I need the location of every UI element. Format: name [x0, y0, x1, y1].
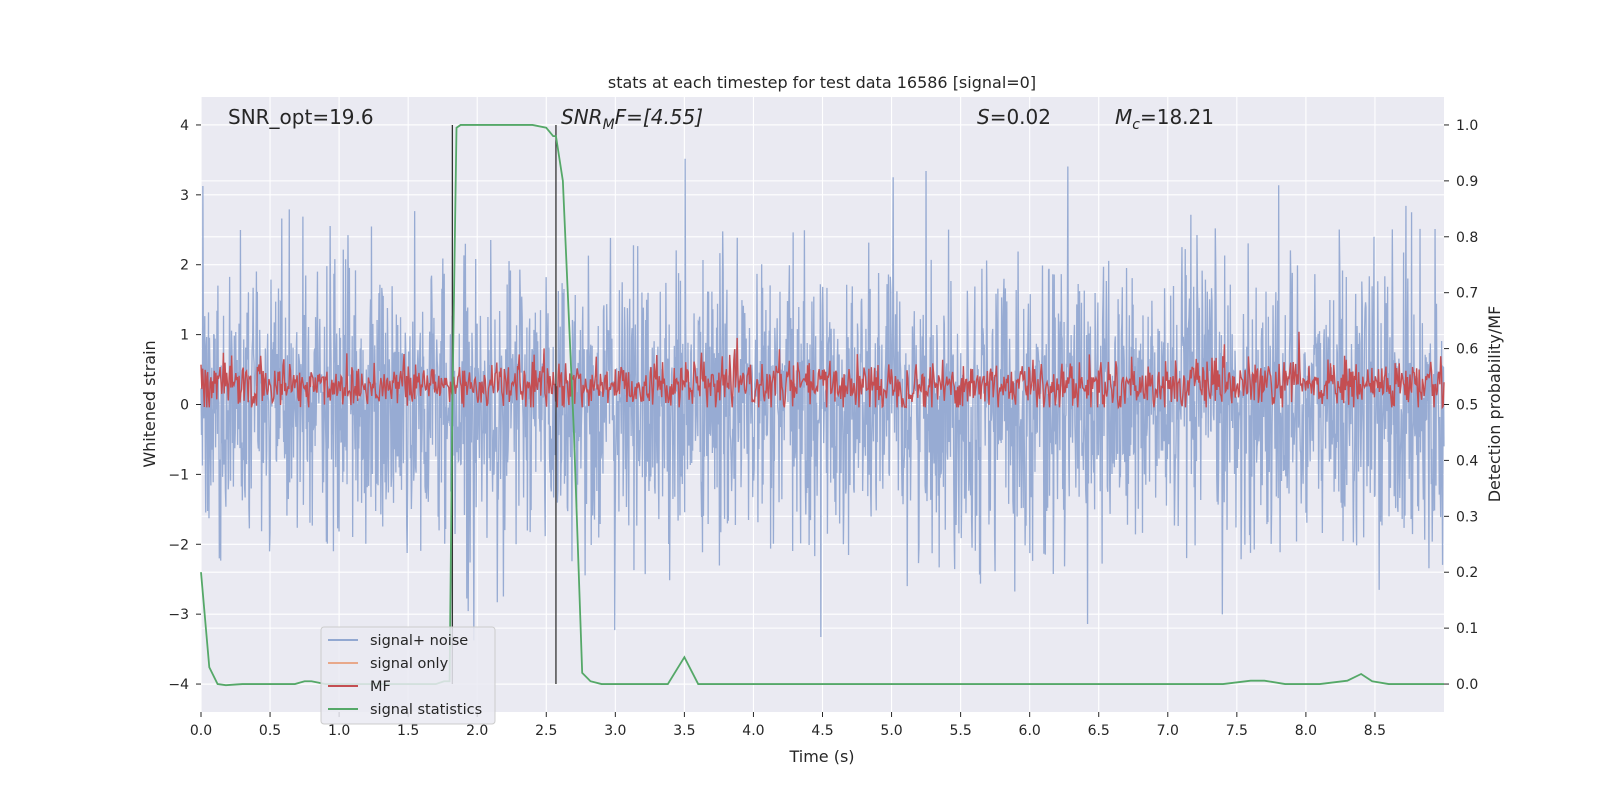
line-signal-statistics — [200, 124, 1444, 687]
x-tick-label: 2.5 — [535, 723, 557, 739]
y-tick-right-label: 1.0 — [1456, 118, 1478, 134]
legend-label-mf: MF — [370, 679, 391, 695]
snr-mf-base: SNR — [561, 105, 603, 129]
x-tick-label: 6.0 — [1019, 723, 1041, 739]
chart-title: stats at each timestep for test data 165… — [608, 73, 1036, 92]
y-axis-left-label: Whitened strain — [140, 340, 159, 467]
y-tick-left-label: 4 — [180, 118, 189, 134]
y-tick-right-label: 0.5 — [1456, 398, 1478, 414]
x-tick-label: 5.0 — [880, 723, 902, 739]
y-tick-left-label: 2 — [180, 258, 189, 274]
grid — [200, 97, 1444, 712]
y-axis-left: −4 −3 −2 −1 0 1 2 3 4 — [168, 118, 201, 693]
y-tick-right-label: 0.1 — [1456, 621, 1478, 637]
annotation-s: S=0.02 — [977, 105, 1051, 129]
y-tick-right-label: 0.3 — [1456, 509, 1478, 525]
y-tick-left-label: −1 — [168, 467, 189, 483]
legend-label-signal-only: signal only — [370, 656, 449, 672]
y-tick-left-label: −3 — [168, 607, 189, 623]
x-tick-label: 7.0 — [1157, 723, 1179, 739]
y-tick-left-label: −4 — [168, 677, 189, 693]
y-tick-right-label: 0.8 — [1456, 230, 1478, 246]
mc-sub: c — [1132, 117, 1140, 133]
s-var: S — [977, 105, 990, 129]
x-tick-label: 0.5 — [259, 723, 281, 739]
x-tick-label: 1.0 — [328, 723, 350, 739]
x-tick-label: 4.0 — [742, 723, 764, 739]
y-tick-left-label: 3 — [180, 188, 189, 204]
y-tick-left-label: 1 — [180, 328, 189, 344]
x-tick-label: 8.0 — [1295, 723, 1317, 739]
y-tick-right-label: 0.6 — [1456, 342, 1478, 358]
y-tick-right-label: 0.4 — [1456, 453, 1478, 469]
y-tick-left-label: −2 — [168, 537, 189, 553]
x-tick-label: 4.5 — [811, 723, 833, 739]
series-mf — [200, 331, 1445, 410]
x-tick-label: 0.0 — [190, 723, 212, 739]
x-tick-label: 7.5 — [1226, 723, 1248, 739]
x-tick-label: 5.5 — [949, 723, 971, 739]
y-axis-right: 0.0 0.1 0.2 0.3 0.4 0.5 0.6 0.7 0.8 0.9 1.0 — [1444, 118, 1478, 693]
y-tick-right-label: 0.2 — [1456, 565, 1478, 581]
mc-rest: =18.21 — [1140, 105, 1214, 129]
legend-label-signal-statistics: signal statistics — [370, 702, 482, 718]
y-tick-left-label: 0 — [180, 398, 189, 414]
s-rest: =0.02 — [990, 105, 1051, 129]
x-axis: 0.0 0.5 1.0 1.5 2.0 2.5 3.0 3.5 4.0 4.5 5.0 5.5 6.0 6… — [190, 712, 1386, 739]
legend: signal+ noise signal only MF signal stat… — [320, 626, 496, 725]
y-tick-right-label: 0.7 — [1456, 286, 1478, 302]
legend-label-signal-plus-noise: signal+ noise — [370, 633, 468, 649]
legend-box — [320, 626, 496, 725]
x-tick-label: 6.5 — [1088, 723, 1110, 739]
annotation-mc: Mc=18.21 — [1115, 105, 1214, 133]
annotation-snr-mf: SNRMF=[4.55] — [561, 105, 703, 133]
x-axis-label: Time (s) — [788, 747, 854, 766]
mc-base: M — [1115, 105, 1132, 129]
x-tick-label: 1.5 — [397, 723, 419, 739]
x-tick-label: 8.5 — [1364, 723, 1386, 739]
snr-mf-rest: F=[4.55] — [615, 105, 703, 129]
y-axis-right-label: Detection probability/MF — [1485, 306, 1504, 503]
annotation-snr-opt: SNR_opt=19.6 — [228, 105, 374, 129]
y-tick-right-label: 0.9 — [1456, 174, 1478, 190]
x-tick-label: 3.5 — [673, 723, 695, 739]
series-signal-statistics — [200, 124, 1444, 687]
line-mf — [200, 331, 1445, 410]
x-tick-label: 2.0 — [466, 723, 488, 739]
y-tick-right-label: 0.0 — [1456, 677, 1478, 693]
snr-mf-sub: M — [603, 117, 615, 133]
x-tick-label: 3.0 — [604, 723, 626, 739]
